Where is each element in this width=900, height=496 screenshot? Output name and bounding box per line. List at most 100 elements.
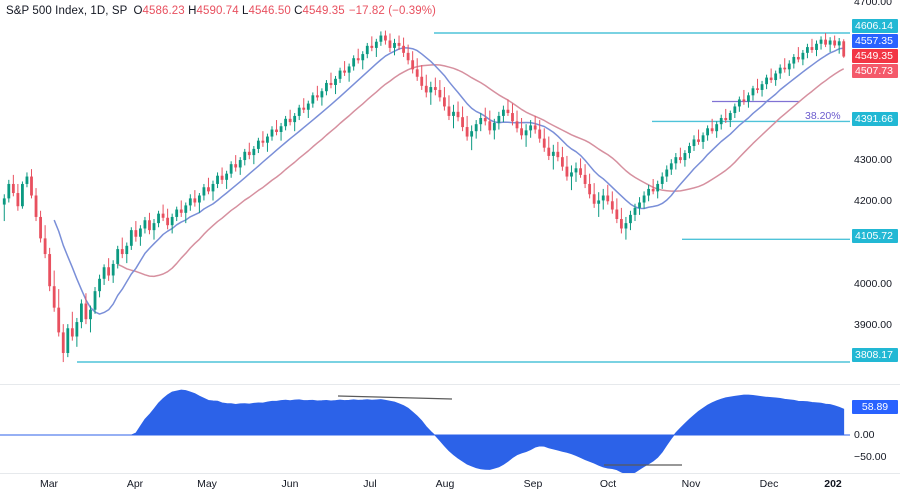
candle-body bbox=[642, 195, 646, 203]
candle-body bbox=[710, 128, 714, 132]
candle-body bbox=[202, 187, 206, 196]
candle-body bbox=[107, 267, 111, 276]
candle-body bbox=[447, 106, 451, 116]
time-axis-month-label: Oct bbox=[599, 478, 617, 490]
candle-body bbox=[647, 188, 651, 196]
candle-body bbox=[438, 89, 442, 98]
candle-body bbox=[692, 139, 696, 147]
candle-body bbox=[84, 303, 88, 320]
price-axis[interactable]: 4700.00 4300.00 4200.00 4000.00 3900.00 4606.… bbox=[850, 0, 900, 473]
candle-body bbox=[80, 303, 83, 323]
price-axis-tick: 3900.00 bbox=[854, 319, 892, 331]
candle-body bbox=[601, 195, 605, 201]
oscillator-bottom-divider bbox=[0, 473, 900, 474]
candle-body bbox=[279, 126, 283, 133]
candle-body bbox=[579, 168, 582, 175]
price-axis-badge[interactable]: 4507.73 bbox=[852, 64, 898, 78]
price-axis-badge[interactable]: 4606.14 bbox=[852, 19, 898, 33]
candle-body bbox=[325, 82, 328, 92]
candle-body bbox=[288, 118, 292, 123]
candle-body bbox=[697, 139, 700, 142]
candle-body bbox=[34, 195, 38, 217]
candle-body bbox=[502, 109, 505, 116]
candle-body bbox=[610, 201, 614, 210]
price-axis-tick: 4300.00 bbox=[854, 154, 892, 166]
candle-body bbox=[261, 140, 265, 143]
candle-body bbox=[792, 56, 796, 64]
moving-average-slow-line bbox=[117, 63, 845, 278]
candle-body bbox=[166, 217, 170, 226]
candle-body bbox=[21, 183, 24, 207]
candle-body bbox=[592, 194, 596, 204]
candle-body bbox=[170, 216, 174, 226]
time-axis-month-label: Nov bbox=[681, 478, 701, 490]
candle-body bbox=[737, 99, 741, 107]
candle-body bbox=[819, 39, 823, 44]
candle-body bbox=[347, 66, 351, 73]
candle-body bbox=[624, 223, 628, 229]
candle-body bbox=[16, 193, 20, 207]
candle-body bbox=[102, 267, 106, 279]
candle-body bbox=[356, 58, 360, 61]
candle-body bbox=[30, 176, 33, 196]
oscillator-axis[interactable]: 58.89 0.00 −50.00 bbox=[850, 385, 900, 473]
candle-body bbox=[98, 278, 101, 292]
candle-body bbox=[828, 40, 832, 45]
price-axis-badge[interactable]: 4391.66 bbox=[852, 112, 898, 126]
candle-body bbox=[193, 198, 197, 203]
candle-body bbox=[783, 67, 787, 70]
candle-body bbox=[306, 103, 310, 110]
candle-body bbox=[247, 151, 251, 156]
candle-body bbox=[415, 69, 419, 77]
oscillator-pane[interactable] bbox=[0, 385, 850, 473]
candle-body bbox=[352, 58, 356, 67]
price-axis-badge[interactable]: 4549.35 bbox=[852, 49, 898, 63]
oscillator-value-badge[interactable]: 58.89 bbox=[852, 400, 898, 414]
candle-body bbox=[402, 45, 405, 53]
candle-body bbox=[465, 127, 469, 137]
candle-body bbox=[719, 117, 723, 125]
candle-body bbox=[774, 73, 778, 81]
legend-open-label: O bbox=[133, 5, 143, 17]
oscillator-area bbox=[2, 389, 845, 473]
candle-body bbox=[293, 115, 297, 123]
candle-body bbox=[742, 99, 746, 102]
candle-body bbox=[656, 183, 660, 192]
candle-body bbox=[597, 200, 601, 204]
candle-body bbox=[111, 263, 115, 276]
price-axis-badge[interactable]: 3808.17 bbox=[852, 348, 898, 362]
candle-body bbox=[520, 128, 523, 136]
candle-body bbox=[89, 309, 92, 320]
candle-body bbox=[815, 43, 818, 50]
candle-body bbox=[728, 113, 732, 121]
candle-body bbox=[433, 87, 437, 90]
candle-body bbox=[651, 188, 655, 192]
candle-body bbox=[533, 125, 537, 130]
candle-body bbox=[747, 95, 750, 102]
candle-body bbox=[184, 205, 188, 213]
candle-body bbox=[39, 216, 42, 239]
price-chart-pane[interactable] bbox=[0, 20, 850, 382]
candle-body bbox=[75, 322, 79, 337]
candle-body bbox=[48, 254, 52, 287]
price-axis-tick: 4000.00 bbox=[854, 278, 892, 290]
candle-body bbox=[175, 209, 179, 217]
legend-close-label: C bbox=[294, 5, 303, 17]
candle-body bbox=[284, 118, 288, 127]
candle-body bbox=[116, 249, 120, 264]
candle-body bbox=[806, 47, 809, 53]
legend-symbol[interactable]: S&P 500 Index, 1D, SP bbox=[6, 5, 128, 17]
candle-body bbox=[211, 183, 215, 192]
candle-body bbox=[588, 183, 592, 195]
candle-body bbox=[311, 95, 315, 104]
candle-body bbox=[638, 202, 641, 208]
candle-body bbox=[216, 175, 219, 184]
candle-body bbox=[629, 214, 632, 224]
candle-body bbox=[365, 45, 369, 55]
price-axis-badge[interactable]: 4557.35 bbox=[852, 34, 898, 48]
candle-body bbox=[429, 87, 433, 93]
candle-body bbox=[556, 151, 560, 158]
price-axis-badge[interactable]: 4105.72 bbox=[852, 229, 898, 243]
candle-body bbox=[733, 106, 737, 114]
time-axis[interactable]: Mar Apr May Jun Jul Aug Sep Oct Nov Dec 202 bbox=[0, 474, 900, 496]
